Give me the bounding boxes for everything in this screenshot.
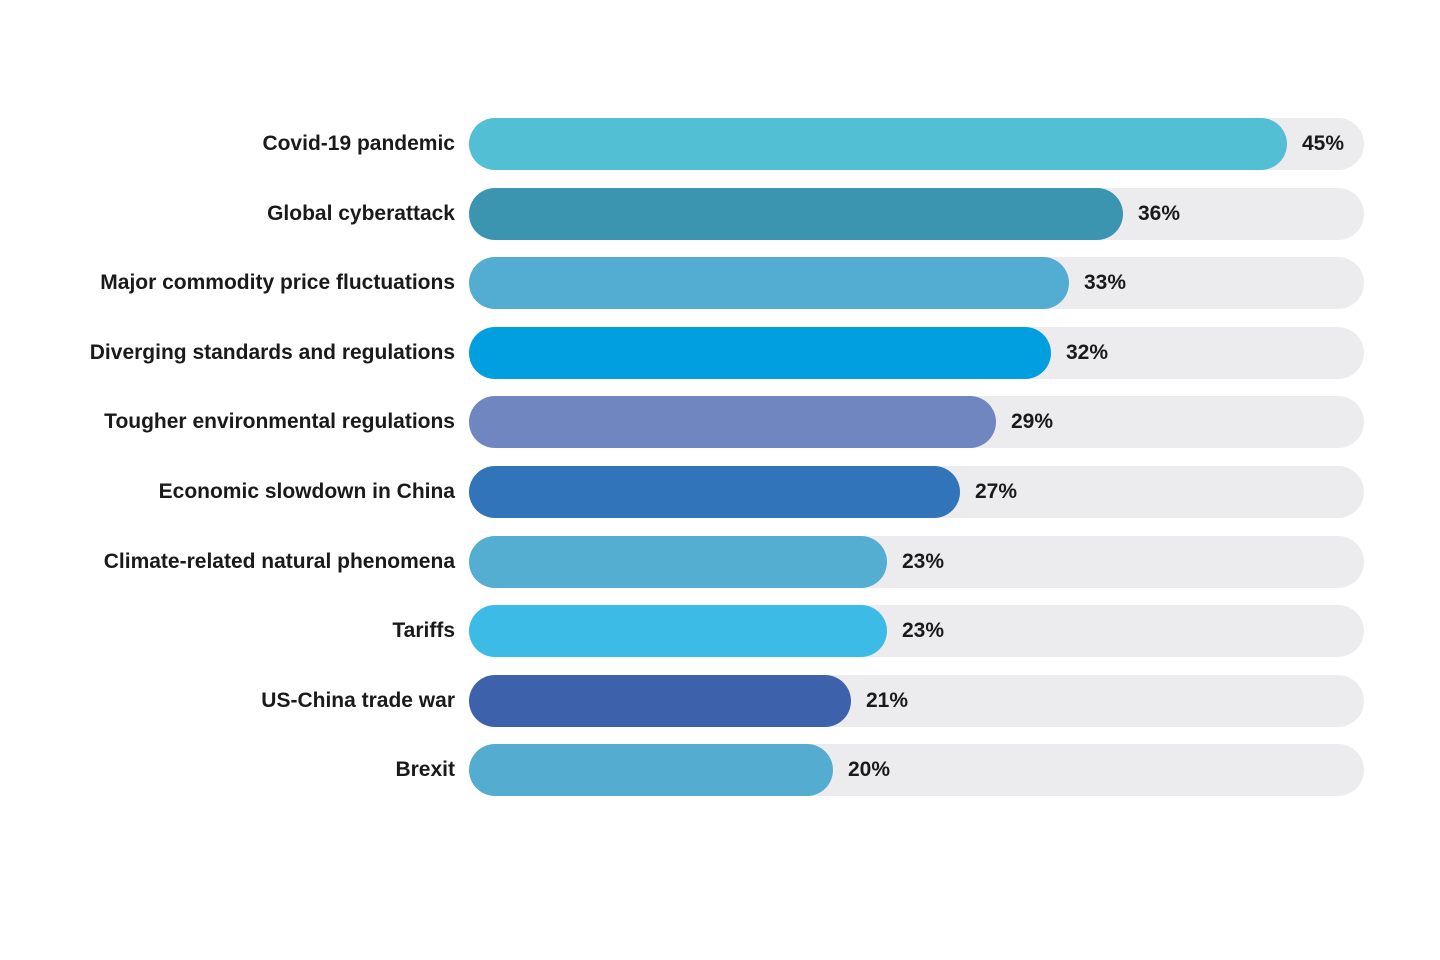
bar-row: Tariffs 23% — [0, 605, 1440, 657]
value-label: 20% — [848, 758, 891, 781]
category-label: Economic slowdown in China — [158, 480, 455, 503]
bar-track — [469, 536, 1364, 588]
category-label: Covid-19 pandemic — [262, 132, 455, 155]
bar — [469, 118, 1287, 170]
value-label: 23% — [902, 550, 945, 573]
category-label: Climate-related natural phenomena — [103, 550, 455, 573]
category-label: US-China trade war — [261, 689, 455, 712]
bar — [469, 257, 1069, 309]
bar — [469, 605, 887, 657]
value-label: 29% — [1011, 410, 1054, 433]
bar — [469, 396, 996, 448]
category-label: Brexit — [395, 758, 455, 781]
value-label: 21% — [866, 689, 909, 712]
bar-track — [469, 396, 1364, 448]
bar — [469, 744, 833, 796]
bar-track — [469, 257, 1364, 309]
bar-track — [469, 118, 1364, 170]
category-label: Tougher environmental regulations — [104, 410, 455, 433]
value-label: 45% — [1302, 132, 1345, 155]
bar-row: Economic slowdown in China 27% — [0, 466, 1440, 518]
category-label: Diverging standards and regulations — [89, 341, 455, 364]
bar-track — [469, 466, 1364, 518]
category-label: Major commodity price fluctuations — [100, 271, 455, 294]
bar-row: Brexit 20% — [0, 744, 1440, 796]
bar — [469, 466, 960, 518]
category-label: Tariffs — [392, 619, 455, 642]
bar — [469, 188, 1123, 240]
bar-row: Tougher environmental regulations 29% — [0, 396, 1440, 448]
bar-track — [469, 675, 1364, 727]
bar-row: Global cyberattack 36% — [0, 188, 1440, 240]
bar-row: US-China trade war 21% — [0, 675, 1440, 727]
value-label: 36% — [1138, 202, 1181, 225]
bar-row: Diverging standards and regulations 32% — [0, 327, 1440, 379]
bar-row: Major commodity price fluctuations 33% — [0, 257, 1440, 309]
value-label: 32% — [1066, 341, 1109, 364]
bar — [469, 327, 1051, 379]
bar-track — [469, 605, 1364, 657]
bar — [469, 675, 851, 727]
value-label: 33% — [1084, 271, 1127, 294]
bar — [469, 536, 887, 588]
bar-track — [469, 327, 1364, 379]
bar-track — [469, 744, 1364, 796]
category-label: Global cyberattack — [267, 202, 455, 225]
value-label: 23% — [902, 619, 945, 642]
bar-row: Covid-19 pandemic 45% — [0, 118, 1440, 170]
bar-row: Climate-related natural phenomena 23% — [0, 536, 1440, 588]
bar-track — [469, 188, 1364, 240]
value-label: 27% — [975, 480, 1018, 503]
